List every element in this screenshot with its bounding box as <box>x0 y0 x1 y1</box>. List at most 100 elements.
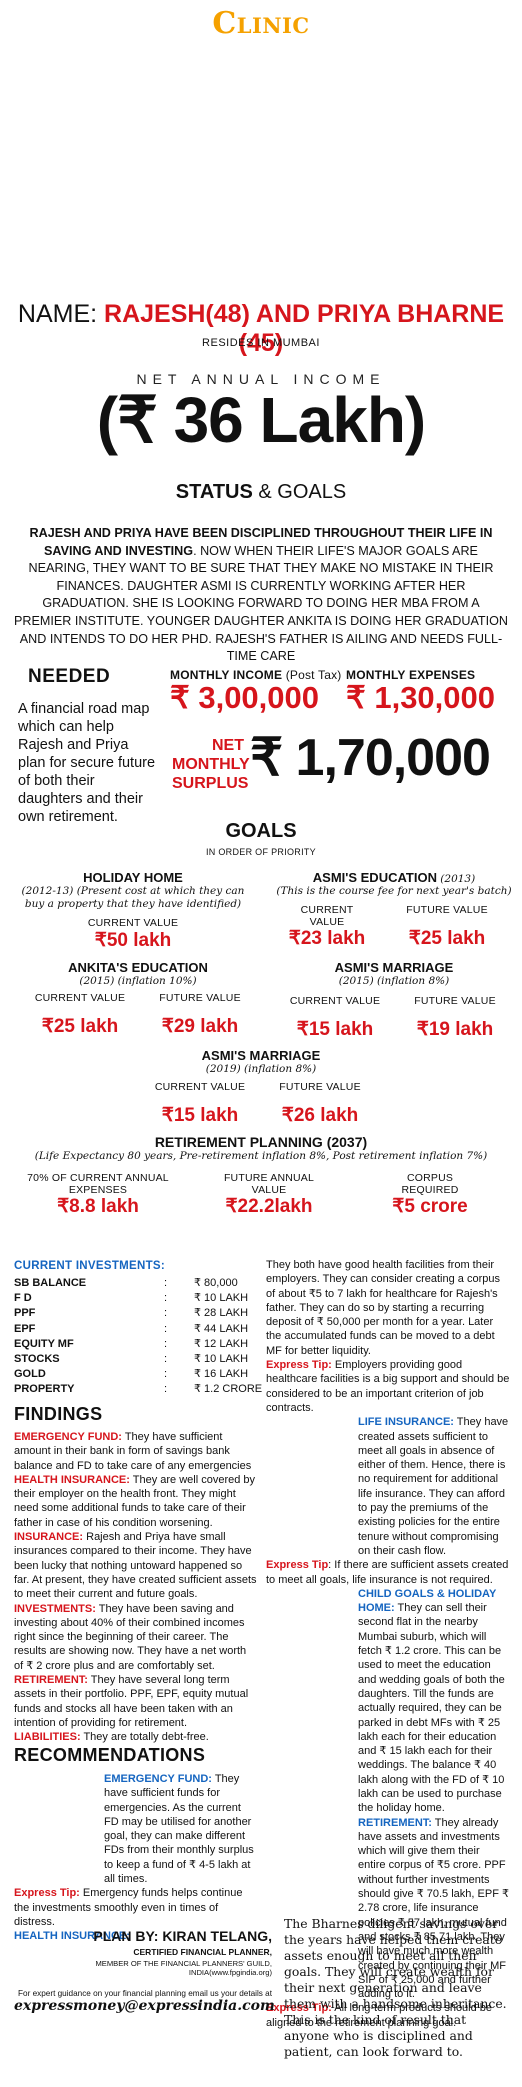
goal-asmi-marriage-2019: ASMI'S MARRIAGE (2019) (inflation 8%) <box>130 1048 392 1076</box>
table-row: STOCKS: ₹ 10 LAKH <box>14 1352 274 1367</box>
asmi-marriage-future-label: FUTURE VALUE <box>414 995 496 1007</box>
status-rest: & GOALS <box>252 481 347 503</box>
asmi-edu-current-label: CURRENT VALUE <box>300 904 354 928</box>
monthly-income-note: (Post Tax) <box>282 668 342 682</box>
rec-lead: LIFE INSURANCE: <box>358 1416 454 1429</box>
colon: : <box>164 1368 168 1381</box>
table-row: PPF: ₹ 28 LAKH <box>14 1306 274 1321</box>
rec-text: They have created assets sufficient to m… <box>358 1416 509 1557</box>
plan-by: PLAN BY: KIRAN TELANG, <box>14 1928 272 1944</box>
finding-text: They have sufficient amount in their ban… <box>14 1431 252 1472</box>
goal-note: (2015) (inflation 10%) <box>79 975 197 987</box>
asmi-marriage-current-value: ₹15 lakh <box>296 1019 374 1040</box>
surplus-label-line-2: MONTHLY <box>172 756 250 773</box>
rec-tip-3: Express Tip: If there are sufficient ass… <box>266 1558 510 1587</box>
contact-line: For expert guidance on your financial pl… <box>18 1989 272 1998</box>
recommendations-right: They both have good health facilities fr… <box>266 1258 510 2030</box>
net-monthly-surplus-value: ₹ 1,70,000 <box>250 729 491 787</box>
planner-member: MEMBER OF THE FINANCIAL PLANNERS' GUILD,… <box>95 1959 272 1977</box>
needed-body: A financial road map which can help Raje… <box>18 701 156 825</box>
rec-text: They both have good health facilities fr… <box>266 1259 500 1357</box>
findings-list: EMERGENCY FUND: They have sufficient amo… <box>14 1430 258 1745</box>
finding-lead: HEALTH INSURANCE: <box>14 1473 130 1486</box>
asset-name: PPF <box>14 1307 36 1320</box>
finding-liabilities: LIABILITIES: They are totally debt-free. <box>14 1730 258 1744</box>
rec-health-insurance: They both have good health facilities fr… <box>266 1258 510 1358</box>
plan-by-block: PLAN BY: KIRAN TELANG, CERTIFIED FINANCI… <box>14 1928 275 2014</box>
goal-title: RETIREMENT PLANNING (2037) <box>154 1134 368 1150</box>
retirement-expenses-value: ₹8.8 lakh <box>57 1196 139 1217</box>
tip-text: Employers providing good healthcare faci… <box>266 1359 510 1414</box>
investments-table: SB BALANCE: ₹ 80,000 F D: ₹ 10 LAKH PPF: ₹ … <box>14 1276 274 1398</box>
ankita-current-value: ₹25 lakh <box>41 1016 119 1037</box>
net-monthly-surplus-label: NET MONTHLY SURPLUS <box>172 736 250 793</box>
planner-cert: CERTIFIED FINANCIAL PLANNER, <box>133 1947 272 1957</box>
intro-paragraph: RAJESH AND PRIYA HAVE BEEN DISCIPLINED T… <box>14 525 508 666</box>
finding-lead: INSURANCE: <box>14 1531 84 1544</box>
asset-name: EQUITY MF <box>14 1337 74 1350</box>
net-annual-income-label: NET ANNUAL INCOME <box>136 371 386 387</box>
goal-note: (2012-13) (Present cost at which they ca… <box>21 885 245 910</box>
goal-asmi-education: ASMI'S EDUCATION (2013) (This is the cou… <box>276 870 512 898</box>
goals-heading: GOALS <box>225 820 297 842</box>
asset-name: EPF <box>14 1322 36 1335</box>
colon: : <box>164 1307 168 1320</box>
goal-ankita-education: ANKITA'S EDUCATION (2015) (inflation 10%… <box>18 960 258 988</box>
current-investments-heading: CURRENT INVESTMENTS: <box>14 1260 166 1272</box>
monthly-income-label: MONTHLY INCOME (Post Tax) <box>170 668 342 682</box>
table-row: SB BALANCE: ₹ 80,000 <box>14 1276 274 1291</box>
rec-lead: HEALTH INSURANCE: <box>14 1930 130 1943</box>
tip-text: : If there are sufficient assets created… <box>266 1559 509 1586</box>
colon: : <box>164 1277 168 1289</box>
asmi-marriage-current-label: CURRENT VALUE <box>289 995 381 1007</box>
asset-name: GOLD <box>14 1368 46 1381</box>
finding-text: They are well covered by their employer … <box>14 1473 256 1529</box>
monthly-income-label-bold: MONTHLY INCOME <box>170 668 283 682</box>
finding-investments: INVESTMENTS: They have been saving and i… <box>14 1602 258 1673</box>
goals-subheading: IN ORDER OF PRIORITY <box>205 847 316 857</box>
client-name-line: NAME: RAJESH(48) AND PRIYA BHARNE (45) <box>0 300 522 358</box>
finding-text: They are totally debt-free. <box>80 1731 209 1744</box>
rec-text: They already have assets and investments… <box>358 1816 509 2001</box>
colon: : <box>164 1292 168 1305</box>
colon: : <box>164 1322 168 1335</box>
table-row: PROPERTY: ₹ 1.2 CRORE <box>14 1382 274 1397</box>
table-row: EQUITY MF: ₹ 12 LAKH <box>14 1337 274 1352</box>
future-annual-value: ₹22.2lakh <box>225 1196 313 1217</box>
goal-year: (2013) <box>436 873 476 885</box>
asmi-marriage2-future-value: ₹26 lakh <box>281 1105 359 1126</box>
asset-name: SB BALANCE <box>14 1277 87 1289</box>
corpus-required-value: ₹5 crore <box>392 1196 468 1217</box>
finding-lead: INVESTMENTS: <box>14 1602 96 1615</box>
rec-lead: RETIREMENT: <box>358 1816 432 1829</box>
goal-title-text: ASMI'S EDUCATION <box>312 870 437 885</box>
goal-note: (2015) (inflation 8%) <box>338 975 450 987</box>
asmi-marriage2-future-label: FUTURE VALUE <box>279 1081 361 1093</box>
future-annual-value-label: FUTURE ANNUAL VALUE <box>223 1172 315 1196</box>
ankita-future-label: FUTURE VALUE <box>159 992 241 1004</box>
rec-lead: EMERGENCY FUND: <box>104 1773 212 1785</box>
plan-by-label: PLAN BY <box>93 1928 154 1944</box>
rec-retirement: RETIREMENT: They already have assets and… <box>266 1816 510 2002</box>
rec-health-insurance-lead: HEALTH INSURANCE: <box>14 1929 258 1943</box>
asmi-marriage2-current-label: CURRENT VALUE <box>154 1081 246 1093</box>
rec-tip-2: Express Tip: Employers providing good he… <box>266 1358 510 1415</box>
rec-text: They can sell their second flat in the n… <box>358 1602 505 1815</box>
surplus-label-line-3: SURPLUS <box>172 775 249 792</box>
rec-tip-1: Express Tip: Emergency funds helps conti… <box>14 1886 258 1929</box>
goal-title: ASMI'S MARRIAGE <box>334 960 454 975</box>
ankita-future-value: ₹29 lakh <box>161 1016 239 1037</box>
monthly-expenses-label: MONTHLY EXPENSES <box>346 668 476 682</box>
finding-lead: EMERGENCY FUND: <box>14 1431 122 1443</box>
retirement-expenses-label: 70% OF CURRENT ANNUAL EXPENSES <box>27 1172 169 1196</box>
contact-email[interactable]: expressmoney@expressindia.com <box>14 1998 275 2014</box>
goal-note: (2019) (inflation 8%) <box>205 1063 317 1075</box>
goal-holiday-home: HOLIDAY HOME (2012-13) (Present cost at … <box>18 870 248 952</box>
planner-name: : KIRAN TELANG, <box>153 1928 272 1944</box>
goal-retirement-planning: RETIREMENT PLANNING (2037) (Life Expecta… <box>14 1134 508 1163</box>
net-annual-income-value: (₹ 36 Lakh) <box>96 384 426 456</box>
intro-bold: RAJESH AND PRIYA HAVE BEEN DISCIPLINED T… <box>29 526 493 558</box>
asset-name: PROPERTY <box>14 1383 75 1396</box>
table-row: EPF: ₹ 44 LAKH <box>14 1322 274 1337</box>
goal-note: (Life Expectancy 80 years, Pre-retiremen… <box>34 1150 488 1162</box>
